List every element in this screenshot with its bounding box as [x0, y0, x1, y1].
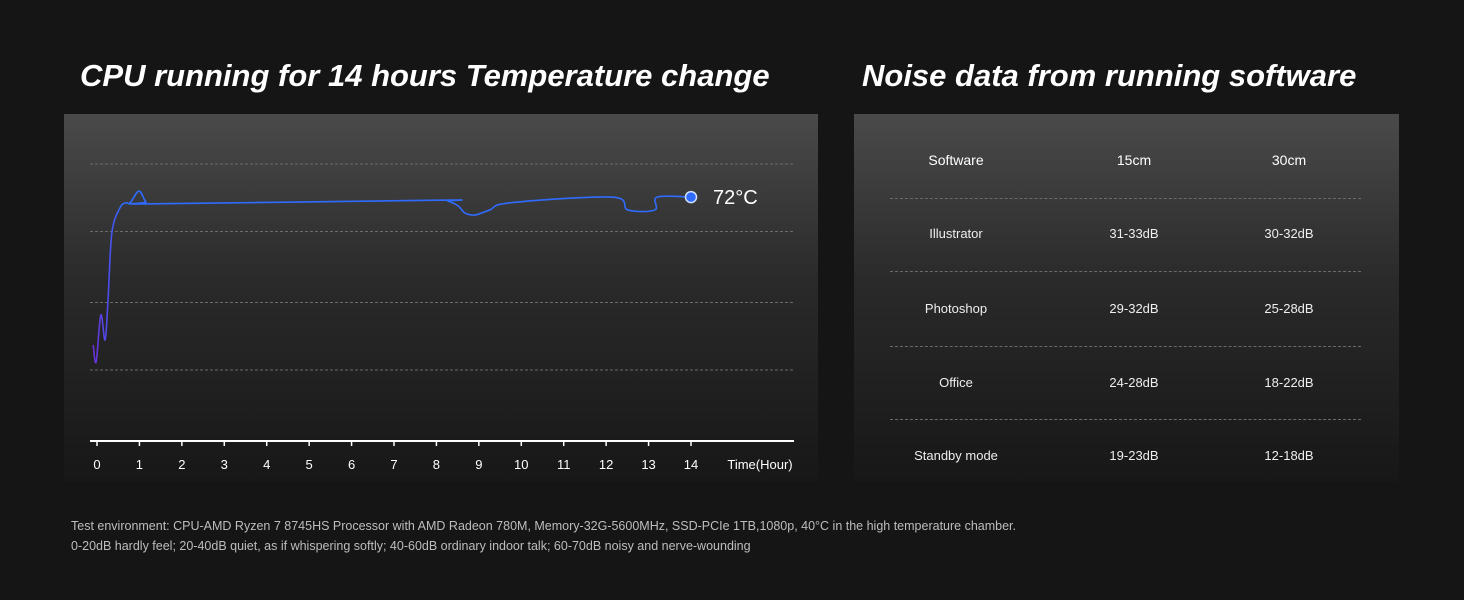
row-divider: [890, 346, 1361, 347]
row-divider: [890, 198, 1361, 199]
column-header: Software: [928, 152, 984, 168]
table-cell: 18-22dB: [1264, 375, 1314, 390]
table-cell: 19-23dB: [1109, 448, 1159, 463]
x-tick-label: 11: [557, 457, 571, 472]
table-cell: Office: [939, 375, 973, 390]
row-divider: [890, 419, 1361, 420]
table-cell: Photoshop: [924, 301, 988, 316]
temperature-chart-panel: 0 1 2 3 4 5 6 7 8 9 10 11 12 13 14 Time(Hour) 72°C: [64, 114, 818, 482]
x-tick-label: 2: [178, 457, 185, 472]
test-environment-note: Test environment: CPU-AMD Ryzen 7 8745HS…: [71, 519, 1016, 533]
column-header: 15cm: [1116, 152, 1152, 168]
x-tick-label: 7: [390, 457, 397, 472]
table-cell: 31-33dB: [1109, 226, 1159, 241]
x-tick-label: 8: [433, 457, 440, 472]
table-cell: Standby mode: [914, 448, 998, 463]
x-tick-label: 4: [263, 457, 270, 472]
x-tick-label: 9: [475, 457, 482, 472]
x-tick-label: 5: [306, 457, 313, 472]
row-divider: [890, 271, 1361, 272]
x-tick-label: 1: [136, 457, 143, 472]
x-tick-label: 3: [221, 457, 228, 472]
end-value-label: 72°C: [713, 187, 758, 209]
column-header: 30cm: [1271, 152, 1307, 168]
noise-scale-note: 0-20dB hardly feel; 20-40dB quiet, as if…: [71, 539, 751, 553]
temperature-line: [92, 190, 692, 364]
table-cell: 29-32dB: [1109, 301, 1159, 316]
table-cell: 25-28dB: [1264, 301, 1314, 316]
chart-title: CPU running for 14 hours Temperature cha…: [80, 58, 770, 93]
x-tick-label: 13: [641, 457, 655, 472]
x-tick-label: 14: [684, 457, 698, 472]
table-title: Noise data from running software: [862, 58, 1357, 93]
table-cell: 24-28dB: [1109, 375, 1159, 390]
x-tick-label: 6: [348, 457, 355, 472]
temperature-chart: 0 1 2 3 4 5 6 7 8 9 10 11 12 13 14 Time(Hour)72°C: [90, 163, 794, 472]
end-point-marker: [684, 190, 698, 204]
x-tick-label: 0: [93, 457, 100, 472]
table-cell: Illustrator: [929, 226, 983, 241]
table-cell: 30-32dB: [1264, 226, 1314, 241]
noise-table: Software 15cm 30cm Illustrator 31-33dB 30-32d…: [854, 114, 1399, 482]
table-cell: 12-18dB: [1264, 448, 1314, 463]
x-tick-label: 12: [599, 457, 613, 472]
x-tick-label: 10: [514, 457, 528, 472]
x-axis-label: Time(Hour): [727, 457, 792, 472]
